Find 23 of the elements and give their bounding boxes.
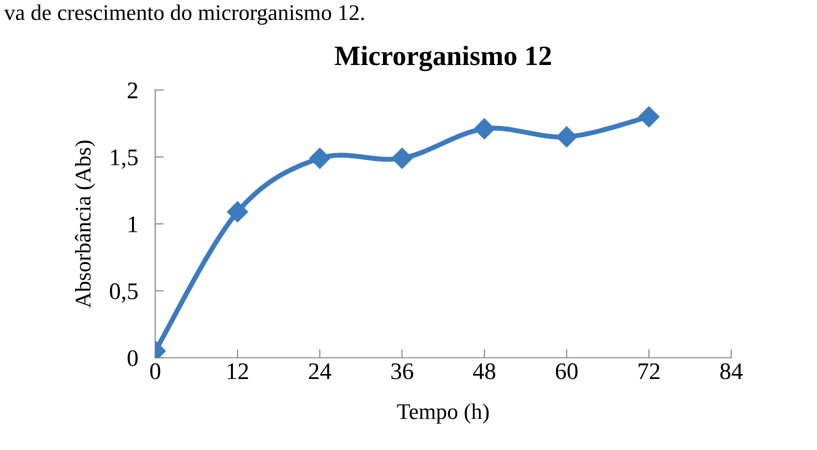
x-tick-label: 0 (150, 363, 160, 380)
y-tick-label: 1 (128, 216, 138, 232)
point (474, 118, 495, 140)
x-tick-label: 12 (228, 363, 248, 379)
x-tick-label: 72 (638, 363, 660, 379)
chart-title: Microrganismo 12 (334, 46, 551, 72)
y-tick-label: 0 (128, 350, 138, 366)
point (227, 201, 248, 222)
x-tick-label: 84 (720, 363, 743, 380)
y-tick-label: 1,5 (111, 150, 138, 169)
y-axis-title: Absorbância (Abs) (74, 140, 96, 308)
x-tick-label: 36 (391, 363, 414, 380)
point (556, 126, 578, 148)
x-tick-label: 60 (556, 363, 578, 380)
x-tick-label: 24 (309, 363, 332, 379)
x-tick-label: 48 (473, 363, 496, 380)
y-tick-label: 0,5 (110, 283, 138, 303)
y-tick-label: 2 (128, 82, 138, 98)
point (392, 148, 413, 169)
point (309, 148, 330, 169)
x-axis-title: Tempo (h) (397, 403, 489, 424)
point (638, 106, 660, 128)
text: va de crescimento do microrganismo 12. (4, 4, 364, 25)
